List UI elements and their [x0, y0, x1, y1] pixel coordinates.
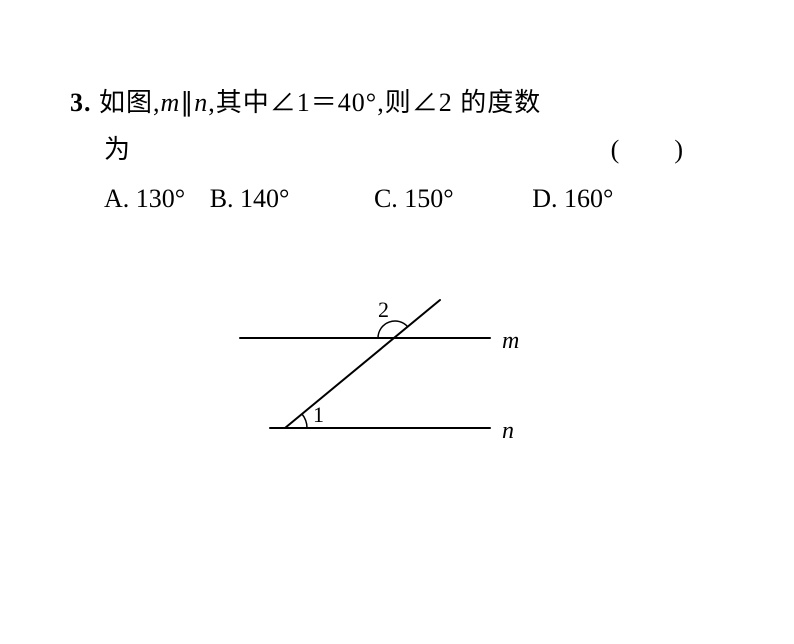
answer-paren: ( )	[611, 127, 684, 174]
geometry-figure: m n 1 2	[230, 290, 560, 480]
parallel-symbol: ∥	[180, 88, 194, 117]
var-m: m	[161, 88, 181, 117]
question-line-1: 3. 如图,m∥n,其中∠1＝40°,则∠2 的度数	[70, 80, 754, 127]
option-a: A. 130°	[104, 176, 185, 223]
label-angle-1: 1	[313, 402, 324, 428]
option-d: D. 160°	[532, 176, 613, 223]
option-b: B. 140°	[210, 176, 290, 223]
question-text-2: ,其中∠1＝40°,则∠2 的度数	[208, 88, 541, 117]
question-number: 3.	[70, 88, 92, 117]
question-line-2: 为 ( )	[70, 127, 754, 174]
options-row: A. 130° B. 140° C. 150° D. 160°	[70, 176, 754, 223]
var-n: n	[194, 88, 208, 117]
label-n: n	[502, 418, 514, 445]
option-c: C. 150°	[374, 176, 454, 223]
figure-svg	[230, 290, 560, 480]
question-text-1: 如图,	[99, 88, 161, 117]
label-angle-2: 2	[378, 297, 389, 323]
label-m: m	[502, 328, 519, 355]
question-text-3: 为	[104, 135, 131, 164]
